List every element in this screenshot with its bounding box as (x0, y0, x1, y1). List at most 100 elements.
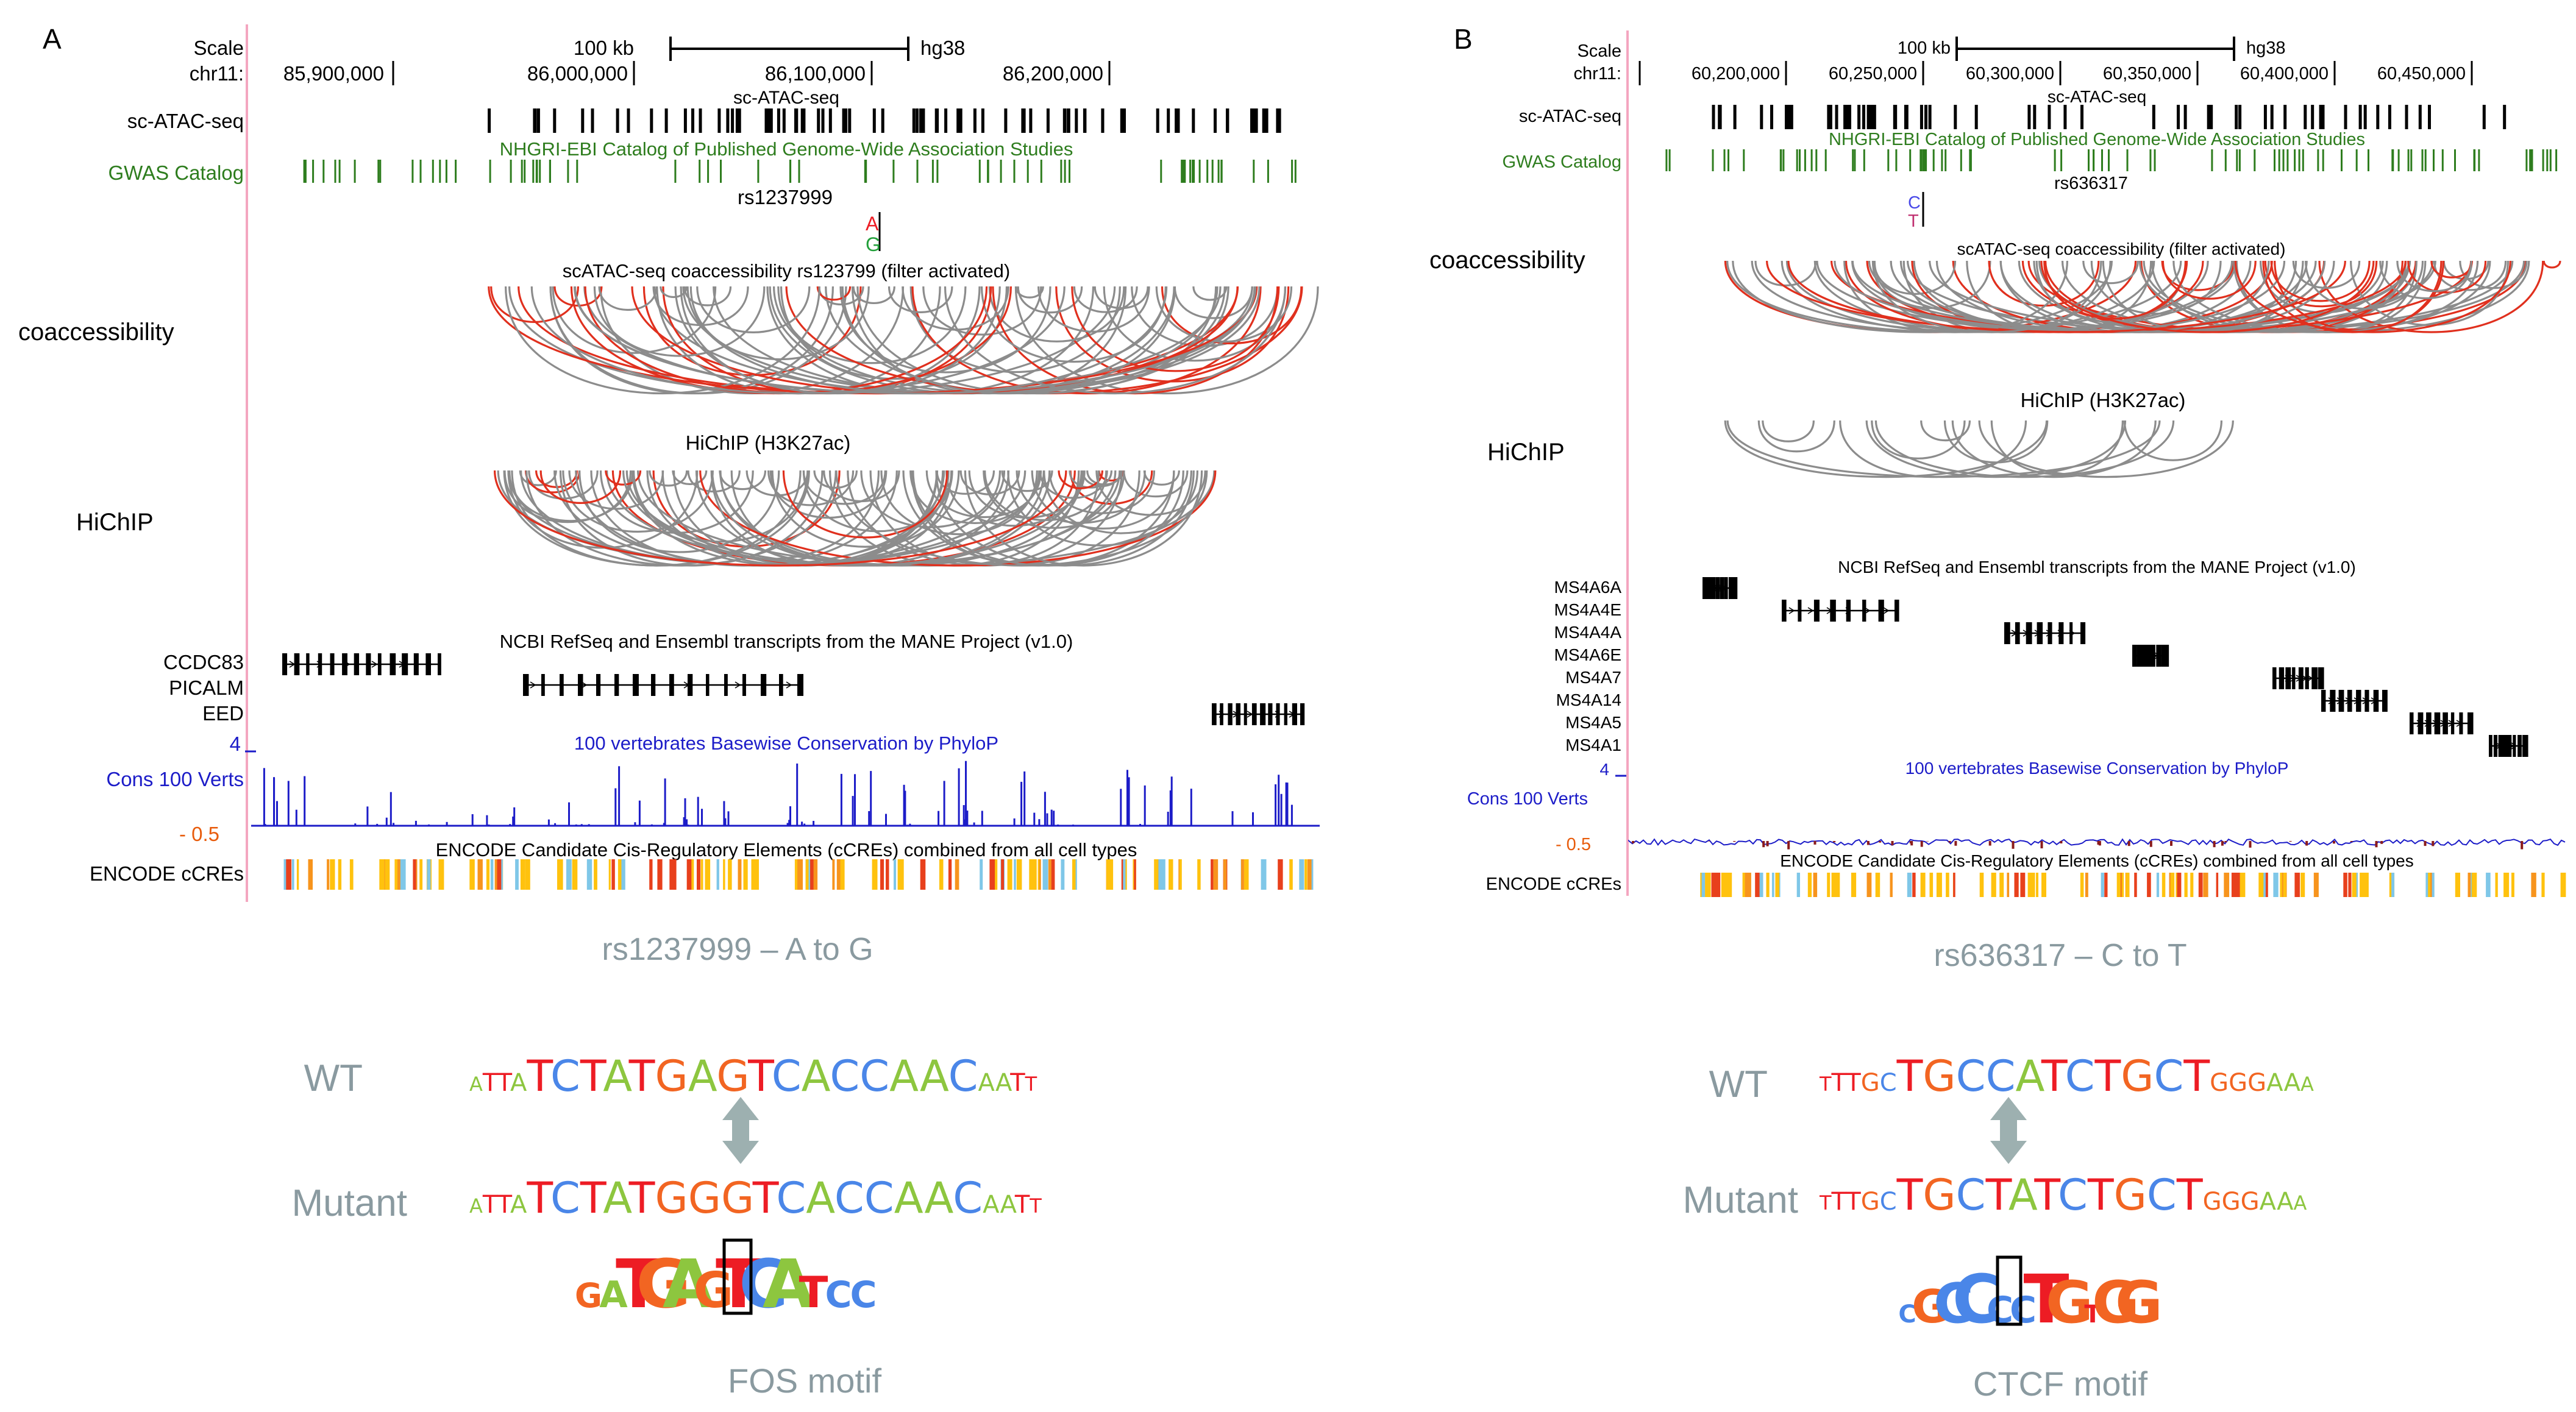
cons-bar (295, 809, 297, 826)
gwas-hit (2274, 149, 2275, 171)
gwas-hit (539, 160, 541, 183)
gene-ccdc83-strand (426, 661, 433, 668)
atac-peak (2321, 105, 2325, 129)
allele-alt: G (866, 233, 881, 255)
nucleotide: C (2147, 1170, 2177, 1220)
nucleotide: T (1029, 1194, 1042, 1218)
atac-peak (2503, 105, 2507, 129)
nucleotide: T (2041, 1051, 2068, 1101)
ccre-element (385, 859, 390, 890)
tick-label: 60,350,000 (2103, 64, 2191, 83)
tick-label: 60,250,000 (1829, 64, 1917, 83)
cons-bar (870, 771, 872, 826)
atac-peak (2482, 105, 2486, 129)
gwas-hit (1064, 160, 1066, 183)
gwas-hit (535, 160, 538, 183)
gwas-hit (1060, 160, 1062, 183)
hichip-arc (568, 470, 664, 510)
coacc-arcs (488, 286, 1319, 395)
ccre-element (2313, 873, 2319, 897)
gene-eed-strand (1261, 711, 1267, 718)
gwas-hit (1220, 160, 1223, 183)
atac-peak (1250, 108, 1253, 133)
gwas-hit (2441, 149, 2444, 171)
gwas-hit (2410, 149, 2413, 171)
atac-peak (536, 108, 540, 133)
ccre-element (897, 859, 903, 890)
atac-peak (1192, 108, 1195, 133)
ccre-element (379, 859, 385, 890)
cons-bar (650, 824, 653, 826)
nucleotide: T (580, 1051, 607, 1101)
ccre-element (1953, 873, 1955, 897)
gene-label: EED (202, 702, 244, 725)
gwas-hit (2254, 149, 2256, 171)
gene-ms4a-exon (2489, 735, 2492, 757)
gene-picalm-exon (669, 674, 674, 696)
gwas-hit (2278, 149, 2280, 171)
gene-ms4a-exon (2311, 667, 2318, 689)
coacc-arc (2318, 260, 2544, 333)
gene-ms4a-exon (2272, 667, 2277, 689)
ccre-element (705, 859, 711, 890)
ccre-element (413, 859, 416, 890)
scatac-peaks (488, 108, 1281, 133)
cons-bar (1231, 811, 1234, 826)
cons-bar (1190, 789, 1192, 826)
cons-min: - 0.5 (179, 823, 219, 845)
cons-bar (1144, 785, 1146, 826)
nucleotide: T (1985, 1170, 2012, 1220)
coacc-arc (888, 286, 953, 313)
hichip-arc (711, 470, 1045, 567)
atac-peak (821, 108, 825, 133)
gene-ccdc83-strand (399, 661, 405, 668)
gene-ms4a-strand (2499, 742, 2505, 750)
nucleotide: C (2058, 1170, 2088, 1220)
cons-bar (962, 805, 965, 826)
ccre-element (948, 859, 952, 890)
cons-neg-bar (1762, 841, 1765, 848)
coacc-arc (852, 286, 895, 305)
ccre-element (2300, 873, 2305, 897)
coacc-arc (902, 286, 1009, 331)
coacc-arc (2459, 260, 2528, 289)
gene-eed-exon (1300, 703, 1305, 725)
ccre-element (400, 859, 406, 890)
cons-bar (354, 823, 357, 826)
cons-bar (264, 824, 266, 826)
gwas-hit (2407, 149, 2410, 171)
gene-ms4a-strand (2432, 720, 2439, 727)
track-title-gwas: NHGRI-EBI Catalog of Published Genome-Wi… (500, 138, 1073, 160)
gwas-hit (379, 160, 382, 183)
atac-peak (2319, 105, 2322, 129)
logo-letter: G (2092, 1269, 2140, 1336)
gene-ms4a-exon (2161, 645, 2166, 667)
ccre-element (286, 859, 292, 890)
coacc-arc (2234, 260, 2511, 333)
cons-bar (663, 823, 665, 826)
ccre-element (1197, 859, 1201, 890)
hichip-arc (984, 470, 1108, 521)
tick-label: 86,200,000 (1003, 62, 1103, 85)
gwas-hit (1925, 149, 1927, 171)
atac-peak (1787, 105, 1790, 129)
atac-peak (1021, 108, 1025, 133)
gwas-hit (2238, 149, 2241, 171)
gwas-hit (1804, 149, 1806, 171)
hichip-arc (1990, 420, 2124, 475)
gwas-hit (1920, 149, 1922, 171)
gwas-hit (1922, 149, 1924, 171)
cons-bar (513, 807, 516, 826)
gene-label: MS4A6A (1554, 578, 1622, 597)
cons-bar (958, 768, 960, 826)
gene-ms4a-strand (1883, 607, 1890, 614)
gene-ms4a-exon (1707, 577, 1712, 599)
ccre-element (2486, 873, 2490, 897)
hichip-arc (661, 470, 880, 560)
ccre-element (291, 859, 294, 890)
gwas-hit (445, 160, 447, 183)
nucleotide: C (830, 1051, 859, 1101)
gwas-hit (2154, 149, 2156, 171)
atac-peak (2428, 105, 2431, 129)
gwas-hit (532, 160, 535, 183)
